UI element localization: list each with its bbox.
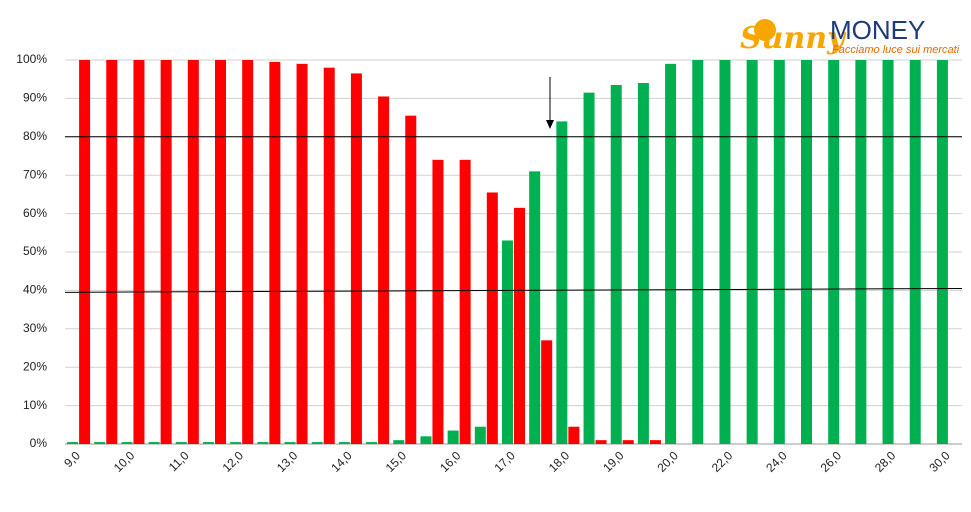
arrow-head bbox=[546, 120, 554, 129]
y-tick-label: 30% bbox=[23, 321, 47, 335]
bar bbox=[133, 60, 145, 444]
x-tick-label: 14,0 bbox=[328, 448, 355, 475]
bar bbox=[79, 60, 91, 444]
bar bbox=[529, 171, 541, 445]
x-tick-label: 17,0 bbox=[491, 448, 518, 475]
bar bbox=[773, 60, 785, 444]
bar bbox=[366, 442, 378, 444]
bar bbox=[828, 60, 840, 444]
bar bbox=[719, 60, 731, 444]
x-tick-label: 19,0 bbox=[600, 448, 627, 475]
bar bbox=[296, 63, 308, 445]
x-tick-label: 16,0 bbox=[437, 448, 464, 475]
bar bbox=[541, 340, 553, 444]
x-tick-label: 24,0 bbox=[763, 448, 790, 475]
reference-line bbox=[64, 287, 963, 293]
bar bbox=[909, 60, 921, 444]
bar bbox=[148, 442, 160, 444]
bar bbox=[187, 60, 199, 444]
x-tick-label: 20,0 bbox=[655, 448, 682, 475]
bar bbox=[323, 67, 335, 445]
bar bbox=[350, 73, 362, 444]
x-tick-label: 13,0 bbox=[274, 448, 301, 475]
bar bbox=[595, 440, 607, 444]
bar bbox=[447, 430, 459, 444]
bar bbox=[160, 60, 172, 444]
bar bbox=[405, 115, 417, 445]
x-tick-label: 30,0 bbox=[926, 448, 953, 475]
bar bbox=[94, 442, 106, 444]
bar bbox=[257, 442, 269, 444]
y-tick-label: 90% bbox=[23, 91, 47, 105]
y-tick-label: 70% bbox=[23, 167, 47, 181]
bar bbox=[692, 60, 704, 444]
logo-tagline: Facciamo luce sui mercati bbox=[832, 44, 960, 56]
bar bbox=[514, 207, 525, 444]
y-tick-label: 0% bbox=[30, 436, 48, 450]
bar bbox=[230, 442, 242, 444]
bar bbox=[459, 159, 471, 444]
bar bbox=[474, 426, 486, 444]
bar bbox=[882, 60, 894, 444]
logo: Sunny MONEY Facciamo luce sui mercati bbox=[740, 15, 960, 56]
bar bbox=[284, 442, 296, 444]
bar bbox=[311, 442, 323, 444]
y-tick-label: 40% bbox=[23, 283, 47, 297]
bar bbox=[649, 440, 661, 444]
bar bbox=[556, 121, 568, 444]
bar bbox=[637, 83, 649, 444]
bar bbox=[568, 426, 580, 444]
bar bbox=[175, 442, 187, 444]
bar bbox=[432, 159, 444, 444]
logo-brand: Sunny bbox=[740, 21, 847, 56]
x-tick-label: 10,0 bbox=[111, 448, 138, 475]
y-tick-label: 20% bbox=[23, 359, 47, 373]
x-tick-label: 22,0 bbox=[709, 448, 736, 475]
bar bbox=[486, 192, 498, 444]
bar bbox=[855, 60, 867, 444]
y-tick-label: 50% bbox=[23, 244, 47, 258]
logo-sun bbox=[754, 19, 776, 41]
bar bbox=[121, 442, 133, 444]
bar bbox=[269, 61, 281, 445]
x-tick-label: 18,0 bbox=[546, 448, 573, 475]
bar bbox=[502, 240, 513, 444]
x-tick-label: 12,0 bbox=[220, 448, 247, 475]
bar bbox=[746, 60, 758, 444]
bar bbox=[203, 442, 214, 444]
bar bbox=[936, 60, 948, 444]
y-tick-label: 60% bbox=[23, 206, 47, 220]
y-tick-label: 80% bbox=[23, 129, 47, 143]
bar bbox=[420, 436, 432, 444]
plot: 0% 10% 20% 30% 40% 50% 60% 70% 80% 90% 100% 9,0 10,0… bbox=[16, 52, 963, 475]
bar bbox=[106, 60, 118, 444]
x-tick-label: 15,0 bbox=[383, 448, 410, 475]
y-tick-label: 10% bbox=[23, 398, 47, 412]
logo-name: MONEY bbox=[830, 15, 925, 45]
bar bbox=[665, 63, 677, 445]
bar bbox=[622, 440, 634, 444]
bar bbox=[215, 60, 226, 444]
bar bbox=[801, 60, 812, 444]
bar bbox=[393, 440, 405, 444]
x-tick-label: 11,0 bbox=[166, 448, 192, 474]
bar bbox=[583, 92, 595, 444]
bar bbox=[338, 442, 350, 444]
bar bbox=[67, 442, 79, 444]
bar bbox=[610, 84, 622, 445]
y-tick-label: 100% bbox=[16, 52, 47, 66]
bar bbox=[242, 60, 254, 444]
x-tick-label: 26,0 bbox=[818, 448, 845, 475]
x-tick-label: 28,0 bbox=[872, 448, 899, 475]
x-tick-label: 9,0 bbox=[61, 448, 83, 470]
bar bbox=[378, 96, 390, 444]
